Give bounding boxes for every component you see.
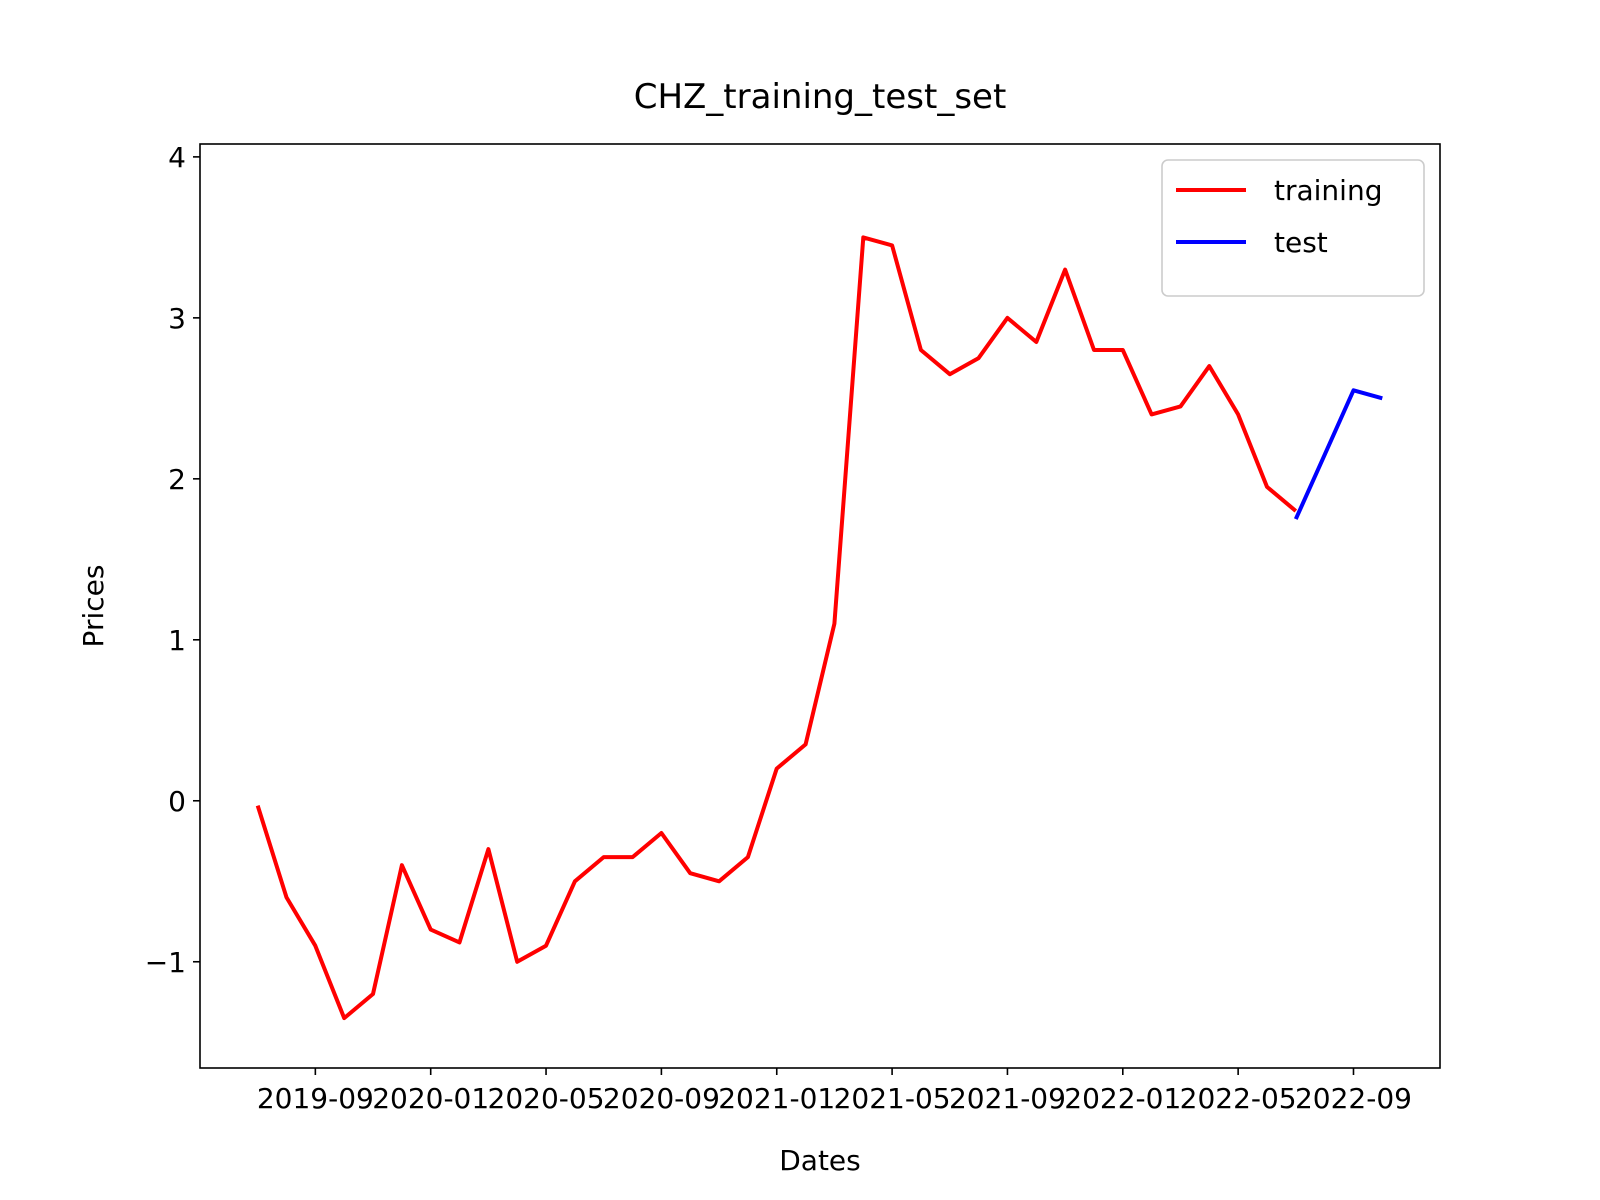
- x-tick-label: 2020-09: [603, 1082, 720, 1115]
- x-tick-label: 2021-09: [949, 1082, 1066, 1115]
- plot-frame: [199, 143, 1441, 1069]
- x-axis-label: Dates: [779, 1144, 861, 1177]
- y-tick-label: 0: [168, 785, 186, 818]
- x-tick-label: 2020-05: [488, 1082, 605, 1115]
- chart-title: CHZ_training_test_set: [634, 77, 1007, 117]
- x-tick-label: 2022-09: [1295, 1082, 1412, 1115]
- y-tick-label: 2: [168, 463, 186, 496]
- x-tick-label: 2022-05: [1180, 1082, 1297, 1115]
- x-tick-label: 2019-09: [257, 1082, 374, 1115]
- legend-box: [1161, 159, 1425, 297]
- line-series: [255, 235, 1298, 1021]
- x-tick-label: 2022-01: [1064, 1082, 1181, 1115]
- y-tick-label: 3: [168, 302, 186, 335]
- legend-label: training: [1274, 174, 1382, 207]
- legend-label: test: [1274, 226, 1328, 259]
- x-tick-label: 2021-01: [718, 1082, 835, 1115]
- y-axis-label: Prices: [77, 565, 110, 648]
- line-series: [1293, 388, 1383, 520]
- x-tick-label: 2021-05: [834, 1082, 951, 1115]
- x-tick-label: 2020-01: [372, 1082, 489, 1115]
- y-tick-label: 4: [168, 141, 186, 174]
- y-tick-label: 1: [168, 624, 186, 657]
- y-tick-label: −1: [145, 946, 186, 979]
